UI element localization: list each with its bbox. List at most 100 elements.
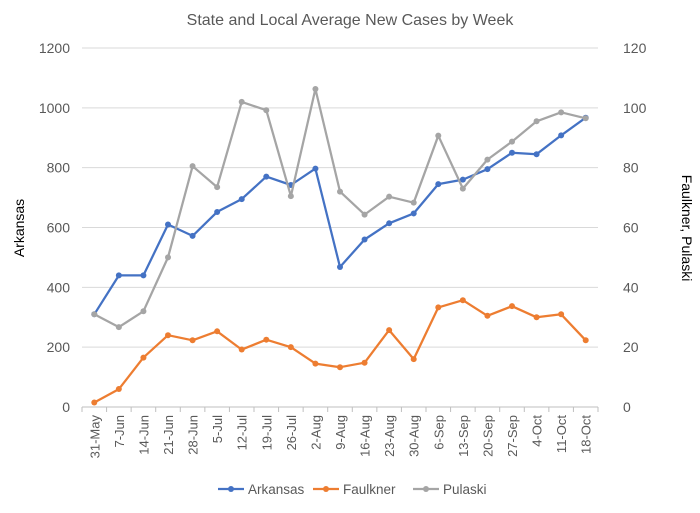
- x-tick-label: 6-Sep: [431, 415, 446, 450]
- data-point-faulkner: [509, 303, 515, 310]
- data-point-pulaski: [361, 211, 368, 218]
- x-tick-label: 5-Jul: [210, 415, 225, 443]
- y-tick-label-right: 120: [623, 40, 647, 56]
- y-axis-label-right: Faulkner, Pulaski: [679, 175, 695, 282]
- y-tick-label-right: 60: [623, 220, 639, 236]
- y-tick-label-left: 0: [62, 399, 70, 415]
- data-point-pulaski: [214, 184, 221, 191]
- data-point-pulaski: [287, 193, 294, 200]
- data-point-faulkner: [533, 314, 540, 321]
- data-point-arkansas: [337, 263, 343, 270]
- data-point-pulaski: [238, 98, 245, 105]
- data-point-arkansas: [484, 166, 491, 173]
- data-point-pulaski: [558, 109, 565, 116]
- legend-label-faulkner: Faulkner: [343, 482, 396, 497]
- data-point-arkansas: [410, 210, 417, 217]
- data-point-faulkner: [337, 364, 343, 371]
- data-point-pulaski: [91, 311, 98, 318]
- data-point-faulkner: [582, 337, 589, 344]
- x-tick-label: 19-Jul: [259, 415, 274, 451]
- x-tick-label: 11-Oct: [554, 415, 569, 453]
- data-point-faulkner: [558, 311, 565, 318]
- data-point-pulaski: [435, 132, 442, 139]
- data-point-arkansas: [386, 220, 393, 227]
- x-tick-label: 31-May: [87, 415, 102, 459]
- data-point-arkansas: [189, 232, 196, 239]
- data-point-pulaski: [484, 156, 491, 163]
- data-point-faulkner: [140, 354, 147, 361]
- x-tick-label: 26-Jul: [284, 415, 299, 451]
- y-tick-label-left: 800: [47, 160, 71, 176]
- data-point-arkansas: [263, 173, 270, 180]
- data-point-pulaski: [459, 185, 466, 192]
- legend: Arkansas Faulkner Pulaski: [218, 482, 487, 497]
- data-point-faulkner: [435, 304, 442, 311]
- series-line-arkansas: [93, 116, 587, 315]
- series-lines: [91, 85, 589, 406]
- y-tick-label-right: 40: [623, 279, 639, 295]
- data-point-arkansas: [140, 272, 147, 279]
- gridlines: [82, 47, 598, 408]
- data-point-arkansas: [115, 272, 122, 279]
- data-point-pulaski: [386, 193, 393, 200]
- legend-label-pulaski: Pulaski: [443, 482, 487, 497]
- data-point-pulaski: [165, 254, 171, 261]
- data-point-faulkner: [263, 336, 270, 343]
- data-point-faulkner: [214, 328, 221, 335]
- data-point-arkansas: [558, 132, 565, 139]
- x-tick-label: 21-Jun: [161, 415, 176, 455]
- data-point-arkansas: [435, 181, 442, 188]
- x-tick-label: 4-Oct: [530, 415, 545, 447]
- x-tick-label: 14-Jun: [136, 415, 151, 455]
- y-tick-label-right: 0: [623, 399, 631, 415]
- x-tick-label: 2-Aug: [308, 415, 323, 450]
- x-tick-label: 18-Oct: [579, 415, 594, 454]
- y-tick-label-right: 100: [623, 100, 647, 116]
- data-point-faulkner: [386, 327, 393, 334]
- series-line-pulaski: [93, 87, 586, 329]
- y-tick-label-left: 400: [47, 279, 71, 295]
- y-tick-label-left: 600: [47, 220, 71, 236]
- axes: 0 0 200 20 400 40 600 60 800 80 1000 100 1200 120 31-M…: [39, 40, 647, 458]
- legend-marker-faulkner: [323, 486, 329, 492]
- legend-marker-pulaski: [423, 486, 429, 492]
- data-point-arkansas: [459, 176, 466, 183]
- data-point-faulkner: [238, 346, 245, 353]
- x-tick-label: 20-Sep: [480, 415, 495, 457]
- y-tick-label-right: 80: [623, 160, 639, 176]
- data-point-faulkner: [459, 297, 466, 304]
- x-tick-label: 23-Aug: [382, 415, 397, 457]
- data-point-pulaski: [533, 118, 540, 125]
- data-point-arkansas: [509, 149, 515, 156]
- x-tick-label: 16-Aug: [358, 415, 373, 457]
- data-point-pulaski: [263, 107, 270, 114]
- data-point-pulaski: [509, 138, 515, 145]
- data-point-pulaski: [312, 85, 319, 92]
- data-point-faulkner: [115, 386, 122, 393]
- data-point-faulkner: [189, 337, 196, 344]
- data-point-faulkner: [312, 360, 319, 367]
- y-tick-label-left: 1000: [39, 100, 70, 116]
- y-axis-label-left: Arkansas: [11, 199, 27, 257]
- legend-marker-arkansas: [228, 486, 234, 492]
- data-point-faulkner: [287, 344, 294, 351]
- data-point-arkansas: [533, 151, 540, 158]
- data-point-faulkner: [361, 359, 368, 366]
- data-point-arkansas: [165, 221, 171, 228]
- data-point-arkansas: [312, 165, 319, 172]
- data-point-pulaski: [410, 199, 417, 206]
- data-point-pulaski: [337, 188, 343, 195]
- series-line-faulkner: [93, 299, 587, 404]
- data-point-pulaski: [582, 115, 589, 122]
- data-point-faulkner: [484, 312, 491, 319]
- data-point-pulaski: [189, 163, 196, 170]
- y-tick-label-right: 20: [623, 339, 639, 355]
- x-tick-label: 9-Aug: [333, 415, 348, 450]
- x-tick-label: 30-Aug: [407, 415, 422, 457]
- data-point-faulkner: [165, 332, 171, 339]
- data-point-arkansas: [238, 196, 245, 203]
- data-point-arkansas: [214, 208, 221, 215]
- x-tick-label: 12-Jul: [235, 415, 250, 451]
